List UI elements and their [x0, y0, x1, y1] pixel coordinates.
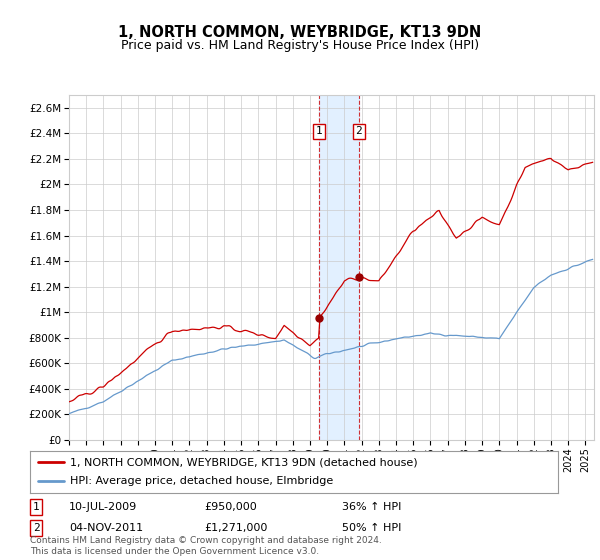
Text: 1: 1 — [316, 127, 322, 137]
Text: 04-NOV-2011: 04-NOV-2011 — [69, 523, 143, 533]
Text: HPI: Average price, detached house, Elmbridge: HPI: Average price, detached house, Elmb… — [70, 477, 333, 487]
Text: Price paid vs. HM Land Registry's House Price Index (HPI): Price paid vs. HM Land Registry's House … — [121, 39, 479, 52]
Text: £1,271,000: £1,271,000 — [204, 523, 268, 533]
Text: 1, NORTH COMMON, WEYBRIDGE, KT13 9DN (detached house): 1, NORTH COMMON, WEYBRIDGE, KT13 9DN (de… — [70, 457, 417, 467]
Text: 50% ↑ HPI: 50% ↑ HPI — [342, 523, 401, 533]
Text: 36% ↑ HPI: 36% ↑ HPI — [342, 502, 401, 512]
Text: 1, NORTH COMMON, WEYBRIDGE, KT13 9DN: 1, NORTH COMMON, WEYBRIDGE, KT13 9DN — [118, 25, 482, 40]
Text: £950,000: £950,000 — [204, 502, 257, 512]
Text: 2: 2 — [355, 127, 362, 137]
Text: 2: 2 — [32, 523, 40, 533]
Text: 1: 1 — [32, 502, 40, 512]
Bar — [319, 95, 359, 440]
Text: 10-JUL-2009: 10-JUL-2009 — [69, 502, 137, 512]
Text: Contains HM Land Registry data © Crown copyright and database right 2024.
This d: Contains HM Land Registry data © Crown c… — [30, 536, 382, 556]
